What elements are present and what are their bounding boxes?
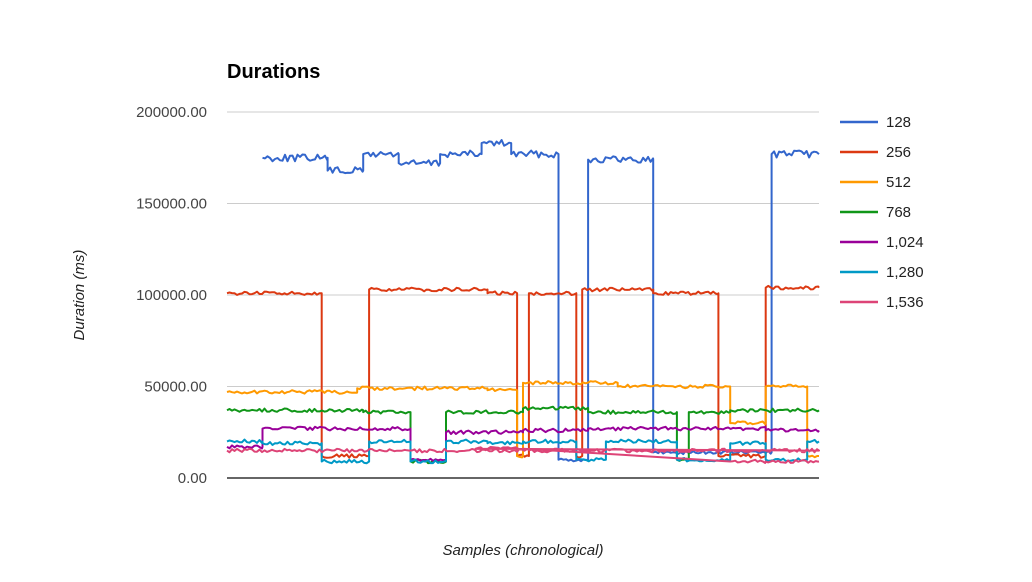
y-tick-label: 200000.00 — [136, 104, 207, 121]
legend: 128 256 512 768 1,024 1,280 1,536 — [840, 114, 924, 311]
legend-label: 1,280 — [886, 264, 924, 281]
series-line-512 — [226, 380, 819, 459]
y-tick-label: 150000.00 — [136, 196, 207, 213]
series-line-768 — [226, 405, 820, 465]
series-line-256 — [226, 284, 820, 459]
y-tick-label: 50000.00 — [144, 379, 207, 396]
legend-label: 1,024 — [886, 234, 924, 251]
series-line-1536 — [226, 446, 820, 464]
y-tick-label: 100000.00 — [136, 287, 207, 304]
y-axis-title: Duration (ms) — [71, 250, 88, 341]
series-line-1024 — [226, 425, 820, 462]
series-lines — [226, 139, 820, 465]
legend-label: 1,536 — [886, 294, 924, 311]
legend-label: 256 — [886, 144, 911, 161]
legend-label: 128 — [886, 114, 911, 131]
legend-label: 512 — [886, 174, 911, 191]
y-axis-ticks: 0.00 50000.00 100000.00 150000.00 200000.00 — [136, 104, 207, 487]
x-axis-title: Samples (chronological) — [443, 542, 604, 559]
series-line-128 — [262, 139, 820, 463]
y-tick-label: 0.00 — [178, 470, 207, 487]
chart-title: Durations — [227, 61, 320, 83]
legend-label: 768 — [886, 204, 911, 221]
